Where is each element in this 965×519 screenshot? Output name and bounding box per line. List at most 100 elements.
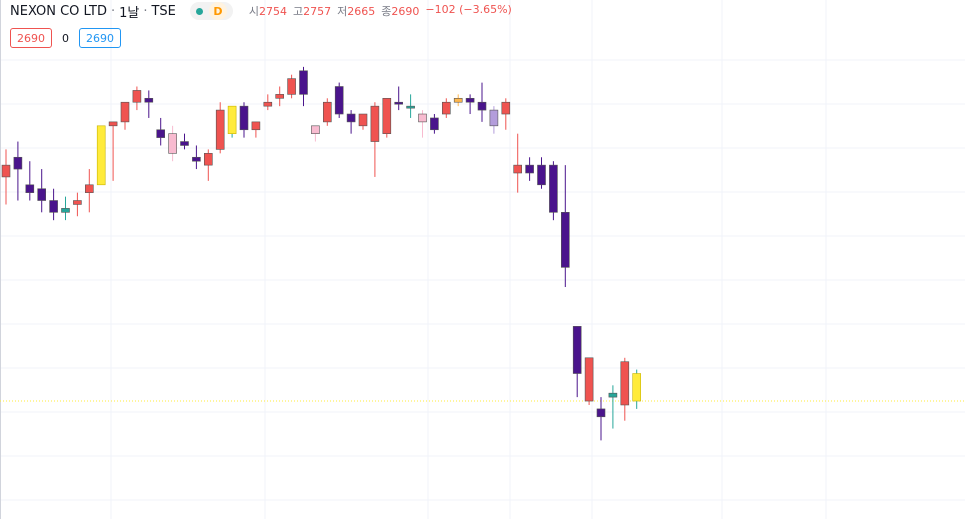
separator-dot: · [110, 3, 116, 19]
candle-body [61, 208, 70, 213]
candle [192, 145, 201, 170]
candle-body [406, 105, 415, 109]
candle [513, 133, 523, 193]
candle [406, 94, 415, 118]
candle [227, 105, 237, 138]
candle-body [168, 133, 177, 154]
candle-body [192, 156, 201, 162]
candle-body [453, 97, 463, 103]
candle [108, 121, 118, 181]
interval-label[interactable]: 1날 [119, 5, 140, 21]
candle-body [37, 188, 47, 201]
candle [560, 165, 570, 288]
candle-body [513, 164, 523, 174]
candle [441, 98, 451, 118]
candle [358, 113, 368, 130]
candle [501, 98, 511, 130]
candle-body [477, 101, 487, 111]
candle-body [632, 373, 642, 402]
candle [299, 66, 308, 107]
candle [394, 86, 404, 111]
candle-body [596, 408, 606, 418]
candle-body [49, 200, 58, 213]
chart-header: NEXON CO LTD · 1날 · TSE D 시2754 고2757 저2… [0, 0, 512, 22]
candle-body [132, 90, 142, 103]
high-value: 2757 [303, 5, 332, 18]
candle-body [525, 164, 534, 174]
candle-body [549, 164, 558, 213]
candle [37, 169, 47, 213]
candle [96, 125, 106, 186]
candle-body [275, 94, 285, 99]
candle-body [204, 153, 213, 166]
candle [61, 196, 70, 221]
candle-body [311, 125, 320, 134]
candle [287, 74, 296, 99]
candle-body [73, 200, 82, 205]
market-status-icon [195, 7, 203, 15]
candle-body [608, 392, 618, 398]
candle [239, 102, 249, 138]
candle [132, 86, 142, 111]
candle-body [85, 184, 94, 193]
candle-body [382, 97, 392, 134]
candle-series [1, 66, 642, 441]
candle [49, 188, 58, 221]
candle-body [263, 101, 273, 107]
candle [215, 102, 225, 154]
candle [346, 110, 356, 134]
high-label: 고 [293, 5, 304, 18]
candle [584, 357, 594, 405]
sell-price-button[interactable]: 2690 [10, 28, 52, 48]
symbol-name[interactable]: NEXON CO LTD [10, 3, 107, 19]
candle [13, 141, 23, 201]
candle [204, 149, 213, 181]
status-pill[interactable]: D [189, 2, 233, 20]
candle-body [418, 113, 427, 123]
trade-buttons: 2690 0 2690 [10, 28, 121, 48]
candle [525, 157, 534, 181]
candle-body [120, 101, 130, 123]
candle-body [180, 141, 189, 146]
candle [263, 94, 273, 111]
candle-body [584, 357, 594, 402]
open-label: 시 [248, 5, 260, 18]
candle-body [394, 101, 404, 105]
candle [477, 82, 487, 122]
candle [608, 385, 618, 429]
candle [144, 90, 154, 118]
open-value: 2754 [259, 5, 288, 18]
candle-body [489, 109, 499, 127]
candle [85, 169, 94, 213]
exchange-label: TSE [151, 3, 176, 19]
candle [549, 161, 558, 221]
candle-body [25, 184, 35, 193]
candle-body [501, 101, 511, 115]
spread-value: 0 [62, 31, 69, 45]
candle [156, 117, 165, 146]
candle [418, 110, 427, 138]
candle-body [287, 78, 296, 95]
ohlc-values: 시2754 고2757 저2665 종2690 −102 (−3.65%) [249, 3, 512, 19]
candle [370, 102, 380, 177]
candle-body [537, 164, 546, 186]
buy-price-button[interactable]: 2690 [79, 28, 121, 48]
candle [430, 114, 439, 134]
delayed-badge: D [208, 2, 227, 20]
candle-body [334, 86, 344, 115]
change-value: −102 (−3.65%) [425, 3, 512, 16]
candle [180, 133, 189, 150]
candle [382, 97, 392, 138]
candle-body [620, 361, 630, 406]
candle [537, 157, 546, 189]
candle [1, 149, 11, 205]
candle-body [1, 164, 11, 178]
candle-body [215, 109, 225, 150]
candle [620, 357, 630, 421]
candle-body [358, 113, 368, 127]
candle [453, 94, 463, 107]
candle [632, 369, 642, 409]
candle [168, 125, 177, 162]
candle-body [346, 113, 356, 123]
